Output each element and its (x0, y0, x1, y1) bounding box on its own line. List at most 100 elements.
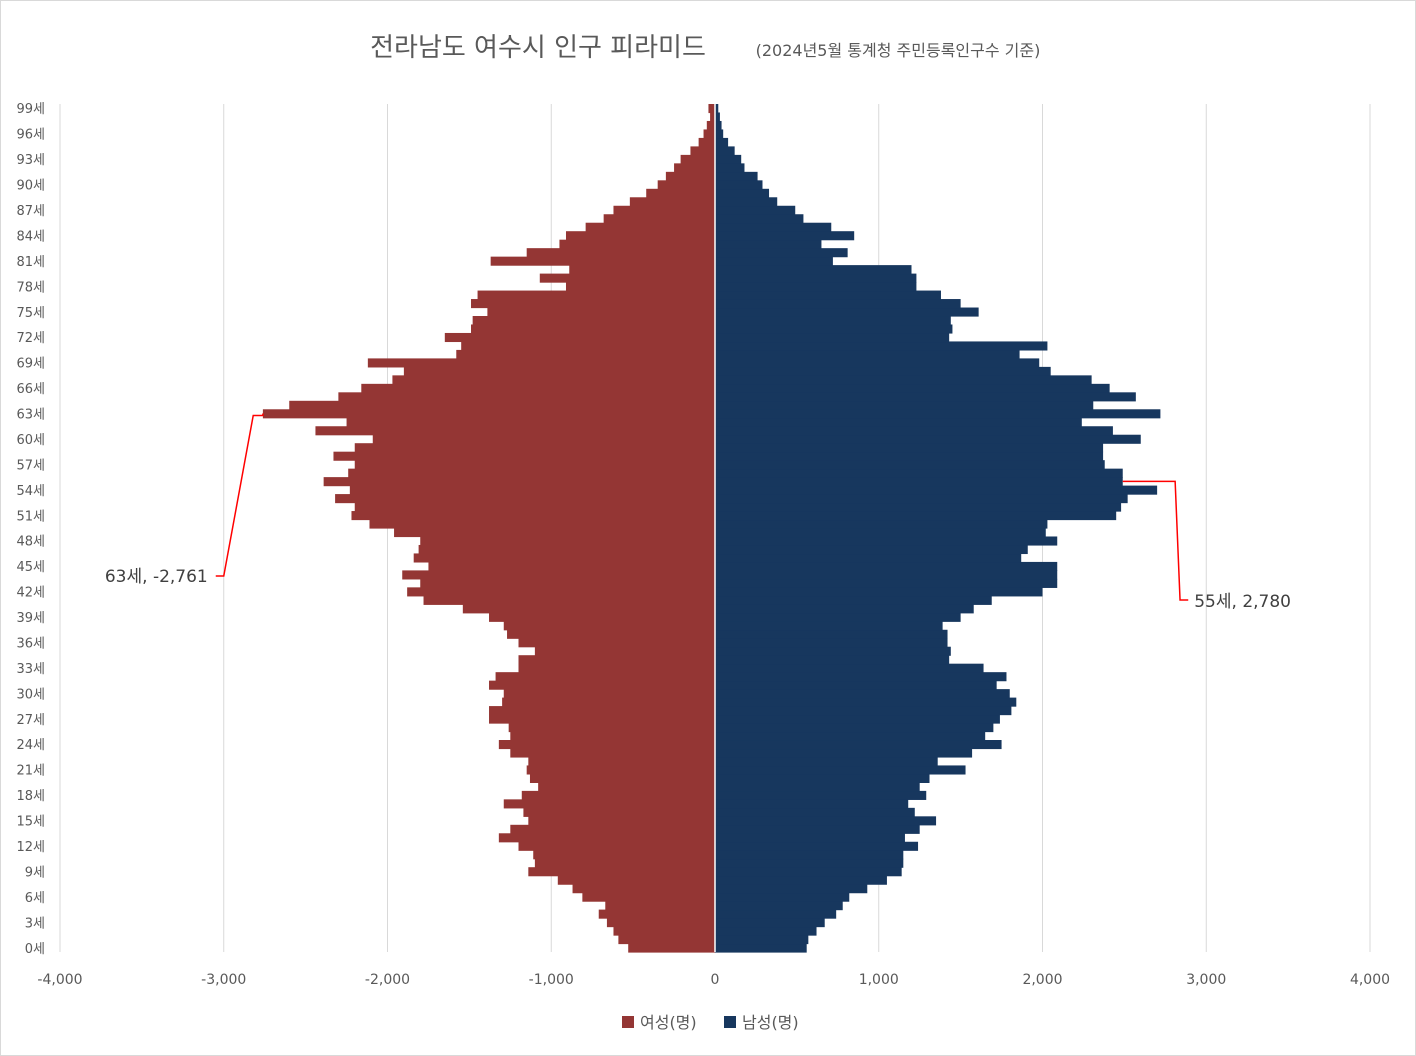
female-bar (603, 214, 715, 224)
female-bar (349, 485, 715, 495)
annotation-female-peak: 63세, -2,761 (105, 567, 208, 587)
male-bar (715, 307, 979, 317)
y-tick-label: 63세 (16, 408, 45, 423)
male-bar (715, 375, 1092, 385)
annotation-male-peak: 55세, 2,780 (1194, 592, 1291, 612)
female-bar (606, 918, 715, 928)
female-bar (490, 256, 715, 266)
male-bar (715, 689, 1010, 699)
female-bar (489, 706, 715, 716)
female-bar (372, 434, 715, 444)
female-bar (338, 392, 715, 402)
male-bar (715, 485, 1158, 495)
female-bar (392, 375, 715, 385)
x-tick-label: 3,000 (1186, 972, 1226, 988)
y-tick-label: 30세 (16, 687, 45, 702)
annotation-leader-female (215, 413, 264, 577)
male-bar (715, 231, 855, 241)
female-bar (495, 672, 715, 682)
female-bar (503, 799, 715, 809)
male-bar (715, 434, 1141, 444)
female-bar (538, 782, 715, 792)
male-bar (715, 604, 974, 614)
male-bar (715, 875, 887, 885)
female-bar (703, 129, 715, 139)
y-tick-label: 36세 (16, 636, 45, 651)
female-bar (618, 935, 715, 945)
female-bar (354, 443, 715, 453)
female-bar (523, 807, 715, 817)
x-tick-label: -3,000 (201, 972, 246, 988)
male-bar (715, 672, 1007, 682)
female-bar (510, 824, 715, 834)
female-bar (262, 409, 715, 419)
y-tick-label: 39세 (16, 611, 45, 626)
male-bar (715, 561, 1058, 571)
y-tick-label: 33세 (16, 662, 45, 677)
y-tick-label: 54세 (16, 484, 45, 499)
female-bar (489, 612, 715, 622)
male-bar (715, 366, 1051, 376)
female-bar (461, 341, 715, 351)
y-tick-label: 9세 (25, 865, 45, 880)
male-bar (715, 163, 745, 173)
x-tick-label: 2,000 (1022, 972, 1062, 988)
male-bar (715, 756, 938, 767)
male-bar (715, 553, 1022, 563)
annotation-leader-male (1122, 480, 1189, 601)
female-bar (289, 400, 715, 410)
male-bar (715, 536, 1058, 546)
female-bar (510, 748, 715, 758)
x-tick-label: 4,000 (1350, 972, 1390, 988)
male-bar (715, 646, 951, 656)
male-bar (715, 680, 997, 690)
female-bar (489, 680, 715, 690)
male-bar (715, 740, 1002, 750)
y-tick-label: 66세 (16, 382, 45, 397)
y-tick-label: 6세 (25, 891, 45, 906)
male-bar (715, 460, 1105, 470)
male-bar (715, 265, 912, 275)
male-bar (715, 188, 770, 198)
male-bar (715, 273, 917, 283)
female-bar (335, 494, 715, 504)
female-bar (613, 205, 715, 215)
female-bar (413, 553, 715, 563)
female-bar (354, 502, 715, 512)
female-bar (526, 765, 715, 775)
female-bar (557, 875, 715, 885)
female-bar (507, 629, 715, 639)
female-bar (528, 867, 715, 877)
female-bar (508, 723, 715, 733)
female-bar (628, 943, 715, 953)
male-bar (715, 790, 927, 800)
male-bar (715, 392, 1136, 402)
male-bar (715, 621, 943, 631)
legend: 여성(명) 남성(명) (622, 1013, 799, 1032)
male-bar (715, 511, 1117, 521)
female-bar (428, 561, 715, 571)
male-bar (715, 943, 807, 953)
female-bar (420, 578, 715, 588)
y-tick-label: 84세 (16, 229, 45, 244)
y-tick-label: 96세 (16, 128, 45, 143)
male-bar (715, 935, 809, 945)
y-tick-label: 18세 (16, 789, 45, 804)
female-bar (361, 383, 715, 393)
male-bar (715, 663, 984, 673)
female-bar (333, 451, 715, 461)
male-bar (715, 748, 973, 758)
female-bar (444, 332, 715, 343)
male-bar (715, 833, 905, 843)
female-bar (598, 909, 715, 919)
female-bar (423, 595, 715, 605)
female-bar (462, 604, 715, 614)
male-bar (715, 400, 1094, 410)
male-bar (715, 612, 961, 622)
female-bar (503, 621, 715, 631)
female-bar (367, 358, 715, 368)
female-bar (418, 544, 715, 555)
x-tick-label: -4,000 (37, 972, 82, 988)
female-bar (346, 417, 715, 427)
